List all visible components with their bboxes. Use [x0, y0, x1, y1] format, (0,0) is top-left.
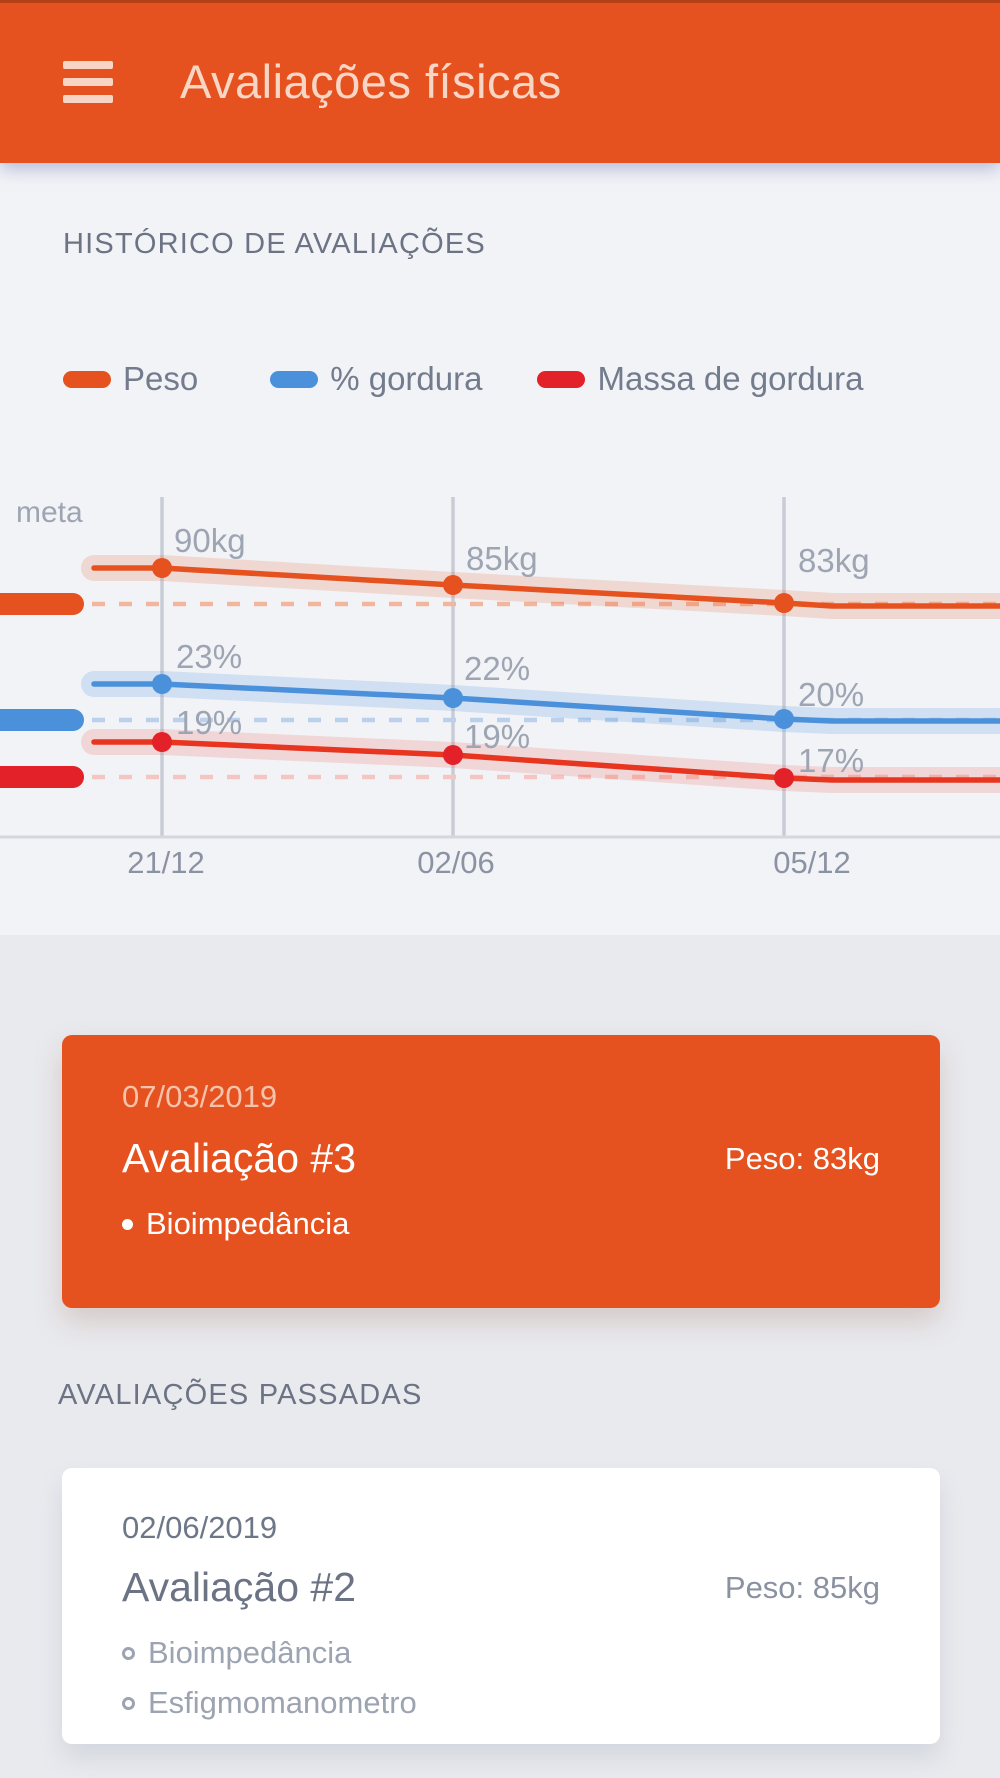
meta-pill [0, 593, 84, 615]
chart-legend: Peso % gordura Massa de gordura [0, 360, 1000, 398]
data-point[interactable] [443, 575, 463, 595]
point-label: 85kg [466, 540, 538, 577]
method-item: Bioimpedância [122, 1635, 880, 1671]
evaluation-card-current[interactable]: 07/03/2019 Avaliação #3 Peso: 83kg Bioim… [62, 1035, 940, 1308]
series-line [91, 739, 1000, 783]
point-label: 83kg [798, 542, 870, 579]
method-label: Bioimpedância [146, 1206, 350, 1241]
point-label: 22% [464, 650, 530, 687]
history-section: HISTÓRICO DE AVALIAÇÕES Peso % gordura M… [0, 163, 1000, 935]
evaluation-weight: Peso: 85kg [724, 1569, 880, 1605]
menu-button[interactable] [63, 60, 113, 103]
bullet-icon [122, 1218, 133, 1230]
method-item: Esfigmomanometro [122, 1685, 880, 1721]
point-label: 19% [176, 704, 242, 741]
x-axis-label: 02/06 [417, 845, 495, 880]
evaluation-weight: Peso: 83kg [724, 1140, 880, 1176]
point-label: 19% [464, 718, 530, 755]
legend-swatch-peso [63, 370, 111, 388]
evaluation-card-past[interactable]: 02/06/2019 Avaliação #2 Peso: 85kg Bioim… [62, 1468, 940, 1744]
method-list: Bioimpedância [122, 1206, 880, 1242]
evaluation-date: 02/06/2019 [122, 1510, 278, 1545]
hamburger-icon [63, 60, 113, 69]
legend-item-peso: Peso [63, 360, 198, 398]
data-point[interactable] [152, 732, 172, 752]
x-axis-label: 05/12 [773, 845, 851, 880]
evaluation-date: 07/03/2019 [122, 1079, 278, 1114]
meta-label: meta [16, 496, 83, 529]
bullet-icon [122, 1646, 135, 1660]
app-bar: Avaliações físicas [0, 0, 1000, 163]
method-label: Esfigmomanometro [148, 1685, 417, 1720]
hamburger-icon [63, 77, 113, 86]
method-list: Bioimpedância Esfigmomanometro [122, 1635, 880, 1721]
legend-label-massa: Massa de gordura [597, 360, 864, 397]
section-title-history: HISTÓRICO DE AVALIAÇÕES [63, 228, 486, 260]
evaluation-title: Avaliação #2 [122, 1564, 357, 1610]
legend-swatch-massa [537, 370, 586, 388]
data-point[interactable] [443, 688, 463, 708]
legend-item-massa: Massa de gordura [537, 360, 863, 398]
point-label: 23% [176, 638, 242, 675]
data-point[interactable] [443, 745, 463, 765]
hamburger-icon [63, 94, 113, 103]
page-title: Avaliações físicas [180, 55, 562, 108]
evaluation-title: Avaliação #3 [122, 1135, 357, 1181]
history-chart: meta 90kg 85kg 83kg 23% 22% 20% 19% 19% 17% 21/12 0… [0, 496, 1000, 880]
series-line [91, 565, 1000, 609]
bullet-icon [122, 1696, 135, 1710]
data-point[interactable] [774, 709, 794, 729]
section-title-past: AVALIAÇÕES PASSADAS [58, 1379, 423, 1411]
legend-label-gordura: % gordura [330, 360, 483, 397]
legend-swatch-gordura [270, 370, 319, 388]
data-point[interactable] [152, 558, 172, 578]
data-point[interactable] [774, 593, 794, 613]
data-point[interactable] [152, 674, 172, 694]
method-item: Bioimpedância [122, 1206, 880, 1242]
point-label: 90kg [174, 522, 246, 559]
method-label: Bioimpedância [148, 1635, 352, 1670]
meta-pill [0, 709, 84, 731]
legend-item-gordura: % gordura [270, 360, 482, 398]
point-label: 17% [798, 742, 864, 779]
meta-pill [0, 766, 84, 788]
point-label: 20% [798, 676, 864, 713]
data-point[interactable] [774, 768, 794, 788]
legend-label-peso: Peso [123, 360, 199, 397]
series-line [91, 681, 1000, 724]
x-axis-label: 21/12 [127, 845, 205, 880]
